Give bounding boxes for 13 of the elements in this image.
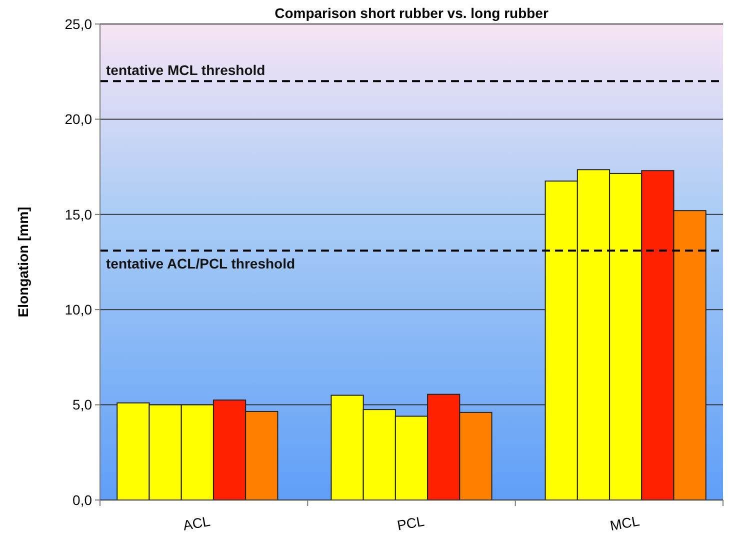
y-tick-label: 0,0 (72, 492, 92, 508)
y-tick-label: 15,0 (64, 206, 92, 222)
x-tick-label: ACL (182, 512, 212, 534)
y-tick-label: 25,0 (64, 16, 92, 32)
y-tick-label: 20,0 (64, 111, 92, 128)
y-tick-label: 10,0 (64, 302, 92, 318)
y-tick-label: 5,0 (72, 396, 92, 413)
x-tick-label: PCL (396, 512, 426, 534)
ref-line-label: tentative ACL/PCL threshold (106, 256, 296, 272)
chart-title: Comparison short rubber vs. long rubber (274, 5, 549, 21)
ref-line-label: tentative MCL threshold (106, 62, 266, 78)
x-tick-label: MCL (608, 512, 641, 534)
y-axis-title: Elongation [mm] (15, 206, 31, 318)
